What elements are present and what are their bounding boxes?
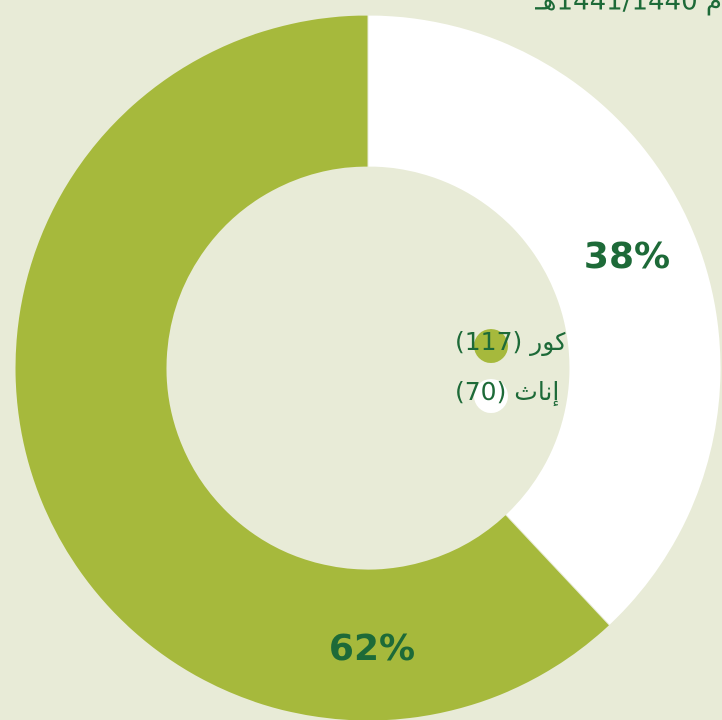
value-label: 38%: [584, 236, 670, 277]
donut-slice: [14, 14, 611, 720]
chart-subtitle: م 1441/1440هـ: [534, 0, 722, 17]
legend-label: ذكور (117): [455, 327, 578, 356]
legend-label: إناث (70): [455, 377, 559, 407]
legend-marker: [474, 329, 508, 363]
donut-slice: [367, 14, 722, 627]
legend-marker: [474, 379, 508, 413]
value-label: 62%: [329, 628, 415, 669]
